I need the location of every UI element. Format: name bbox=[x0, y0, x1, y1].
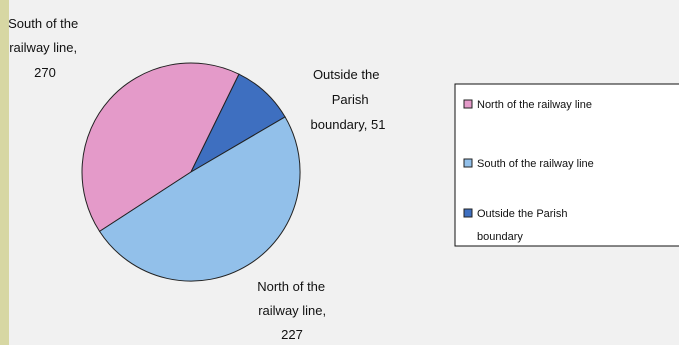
legend-label-north: North of the railway line bbox=[477, 99, 592, 111]
label-south-line-3: 270 bbox=[34, 65, 56, 80]
legend-swatch-south bbox=[463, 158, 473, 168]
label-north-line-3: 227 bbox=[281, 327, 303, 342]
legend-box bbox=[454, 83, 679, 247]
label-outside-line-2: Parish bbox=[332, 92, 369, 107]
legend-label-south: South of the railway line bbox=[477, 158, 594, 170]
pie-slices bbox=[81, 62, 301, 282]
label-north-line-1: North of the bbox=[257, 279, 325, 294]
label-north: North of the railway line, 227 bbox=[257, 279, 330, 342]
label-south-line-1: South of the bbox=[8, 16, 78, 31]
label-north-line-2: railway line, bbox=[258, 303, 326, 318]
label-south-line-2: railway line, bbox=[9, 40, 77, 55]
legend-swatch-outside bbox=[463, 208, 473, 218]
label-outside: Outside the Parish boundary, 51 bbox=[311, 67, 386, 132]
legend-label-outside: Outside the Parish boundary bbox=[477, 208, 571, 243]
label-south: South of the railway line, 270 bbox=[8, 16, 82, 80]
pie-slice-south-of-the-railway-line bbox=[98, 116, 301, 282]
legend: North of the railway line South of the r… bbox=[454, 83, 679, 247]
label-outside-line-1: Outside the bbox=[313, 67, 380, 82]
pie-slice-north-of-the-railway-line bbox=[81, 62, 240, 233]
label-outside-line-3: boundary, 51 bbox=[311, 117, 386, 132]
legend-swatch-north bbox=[463, 99, 473, 109]
